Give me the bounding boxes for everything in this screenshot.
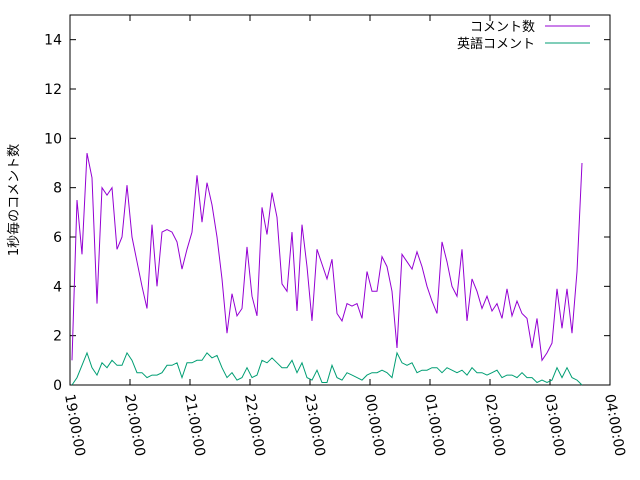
y-tick-label: 14 (44, 33, 62, 49)
legend-label-1: 英語コメント (457, 36, 535, 52)
x-tick-label: 19:00:00 (61, 393, 88, 458)
plot-frame (69, 14, 611, 386)
x-tick-label: 01:00:00 (421, 393, 448, 458)
y-tick-label: 0 (53, 378, 62, 394)
y-tick-label: 10 (44, 131, 62, 147)
x-tick-label: 23:00:00 (301, 393, 328, 458)
x-tick-label: 00:00:00 (361, 393, 388, 458)
legend-label-0: コメント数 (470, 20, 535, 35)
series-layer (71, 153, 583, 386)
series-line-1 (71, 351, 583, 386)
series-line-0 (71, 153, 583, 362)
x-tick-label: 22:00:00 (241, 393, 268, 458)
x-axis: 19:00:00 20:00:00 21:00:00 22:00:00 23:00:00… (61, 15, 628, 458)
y-tick-label: 2 (53, 329, 62, 345)
y-tick-label: 8 (53, 181, 62, 197)
y-axis-label: 1秒毎のコメント数 (6, 144, 22, 256)
y-tick-label: 12 (44, 82, 62, 98)
x-tick-label: 21:00:00 (181, 393, 208, 458)
y-tick-label: 6 (53, 230, 62, 246)
x-tick-label: 20:00:00 (121, 393, 148, 458)
y-tick-label: 4 (53, 279, 62, 295)
x-tick-label: 02:00:00 (481, 393, 508, 458)
x-tick-label: 04:00:00 (601, 393, 628, 458)
y-axis: 0 2 4 6 8 10 12 14 (44, 33, 610, 394)
x-tick-label: 03:00:00 (541, 393, 568, 458)
